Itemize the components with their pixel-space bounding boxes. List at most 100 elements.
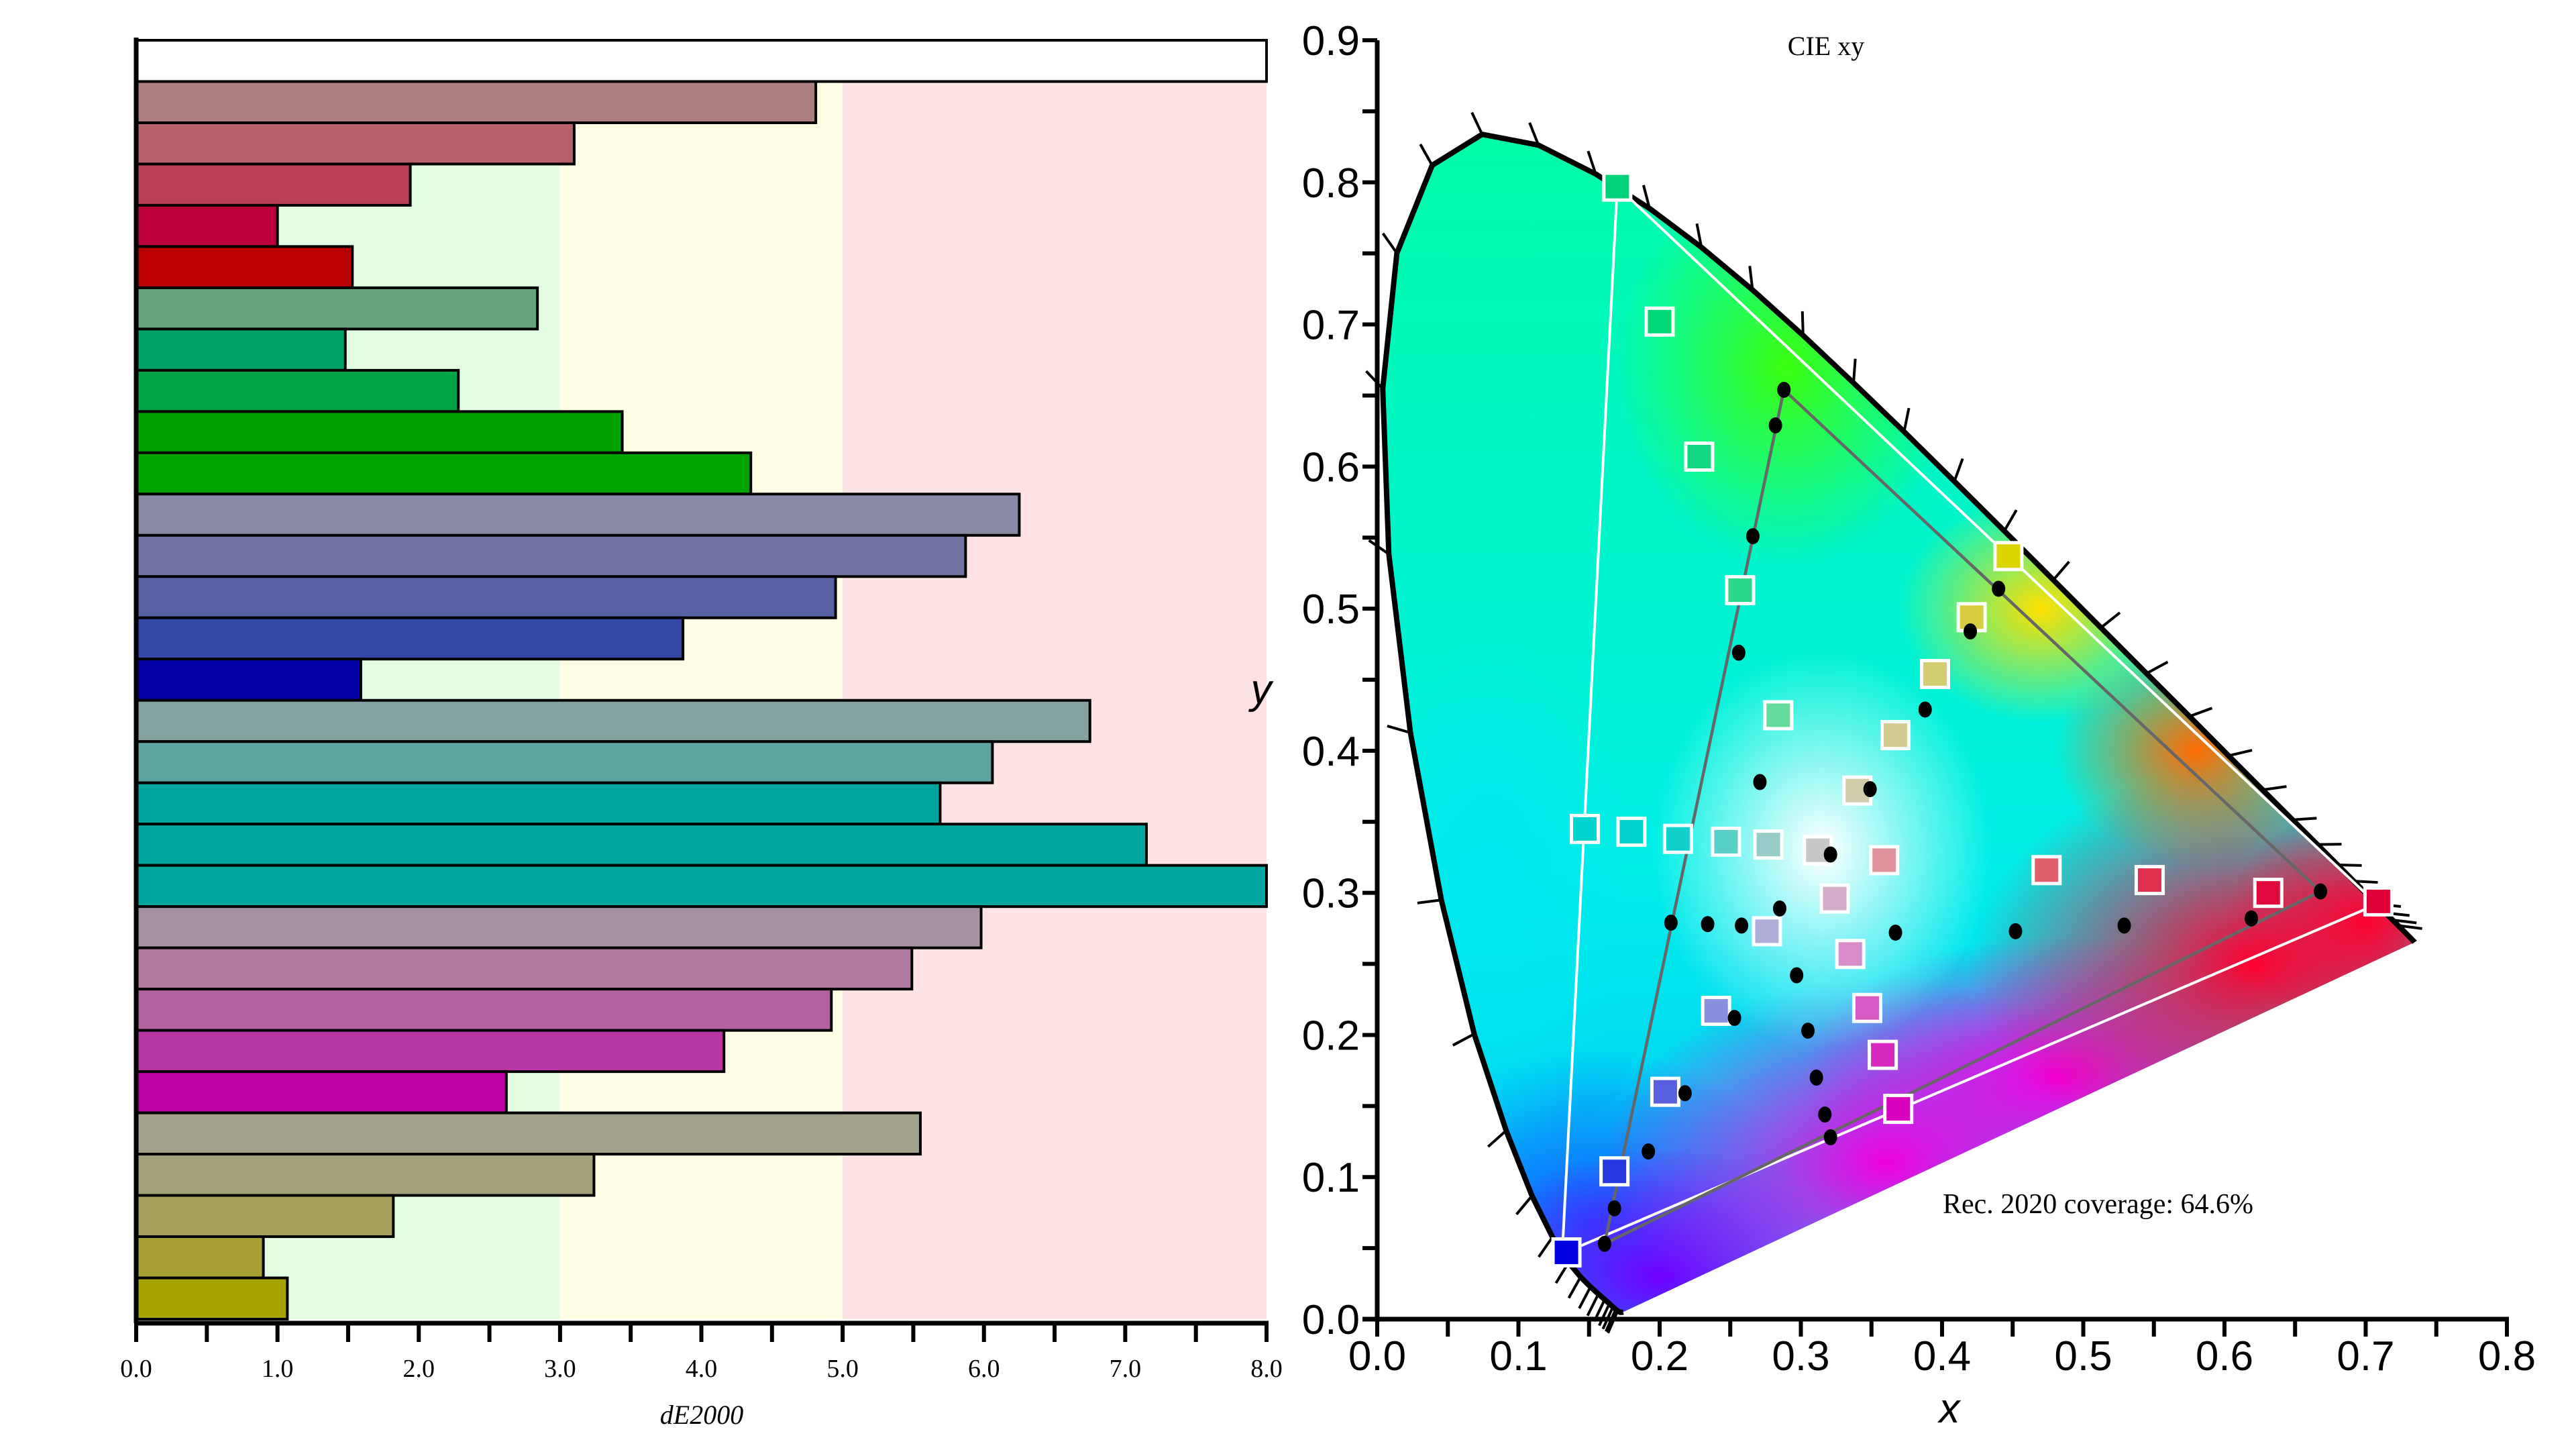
cie-y-tick-label: 0.2 (1302, 1013, 1360, 1059)
cie-x-tick-label: 0.8 (2478, 1333, 2536, 1380)
measured-dot (2008, 923, 2023, 939)
bar (135, 616, 685, 661)
cie-x-tick-label: 0.2 (1631, 1333, 1688, 1380)
measured-gamut-triangle (1602, 386, 2324, 1247)
coverage-annotation: Rec. 2020 coverage: 64.6% (1943, 1189, 2253, 1220)
locus-tick (1528, 122, 1540, 146)
bar (135, 988, 833, 1032)
measured-dot (1801, 1023, 1815, 1039)
locus-tick (2353, 880, 2378, 884)
measured-dot (1727, 1010, 1741, 1027)
locus-tick (2337, 863, 2362, 867)
measured-dot (1607, 1200, 1621, 1216)
target-square (1569, 813, 1600, 844)
bar (135, 823, 1148, 867)
cie-x-tick-label: 0.0 (1348, 1333, 1406, 1380)
target-square (1835, 939, 1866, 970)
locus-tick (2228, 749, 2253, 758)
cie-x-tick-label: 0.6 (2196, 1333, 2253, 1380)
target-square (1711, 826, 1741, 857)
locus-tick (2189, 707, 2213, 718)
target-square (1919, 659, 1950, 690)
bar (135, 493, 1021, 537)
locus-tick (1953, 458, 1964, 482)
target-square (1599, 1156, 1630, 1187)
locus-tick (2262, 785, 2287, 792)
target-square (1551, 1237, 1582, 1267)
cie-x-tick-label: 0.5 (2054, 1333, 2112, 1380)
measured-dot (1664, 915, 1678, 931)
cie-y-axis-label: y (1248, 666, 1275, 713)
cie-y-tick-label: 0.6 (1302, 444, 1360, 490)
locus-tick (1387, 725, 1411, 734)
bar-x-tick-label: 2.0 (403, 1355, 435, 1383)
cie-y-tick-label: 0.8 (1302, 160, 1360, 207)
target-square (1725, 575, 1756, 606)
measured-dot (1753, 774, 1767, 790)
bar (135, 121, 576, 166)
bar (135, 781, 942, 826)
locus-tick (1487, 1129, 1507, 1148)
locus-tick (2392, 919, 2417, 925)
measured-dot (1888, 924, 1902, 941)
locus-tick (1642, 185, 1651, 209)
cie-y-tick-label: 0.3 (1302, 871, 1360, 917)
bar (135, 162, 412, 207)
measured-dot (1701, 916, 1715, 933)
target-square (1701, 995, 1731, 1026)
bar (135, 410, 624, 454)
target-points (1551, 171, 2394, 1267)
measured-points (1597, 381, 2328, 1252)
locus-tick (1381, 232, 1398, 254)
bar (135, 1276, 289, 1320)
measured-dot (2314, 883, 2328, 900)
measured-dot (1863, 781, 1877, 798)
measured-dot (1823, 846, 1837, 863)
locus-tick (1587, 150, 1597, 174)
target-square (2363, 886, 2394, 917)
target-square (1880, 720, 1911, 751)
locus-tick (1902, 407, 1911, 432)
target-square (1993, 541, 2024, 572)
bar (135, 658, 362, 702)
locus-tick (2398, 924, 2422, 930)
measured-dot (1768, 417, 1782, 433)
bar-x-tick-label: 6.0 (968, 1355, 1000, 1383)
target-square (1883, 1094, 1914, 1125)
bar (135, 451, 753, 496)
de2000-bar-chart: 0.0 1.0 2.0 3.0 4.0 5.0 6.0 7.0 8.0 dE2000 (120, 38, 1283, 1430)
bar (135, 39, 1268, 83)
measured-dot (1746, 528, 1760, 545)
cie-x-tick-label: 0.3 (1772, 1333, 1829, 1380)
bar (135, 575, 837, 619)
cie-tick-labels: 0.0 0.1 0.2 0.3 0.4 0.5 0.6 0.7 0.8 0.0 0.1 0.2 0.3 0… (1302, 18, 2536, 1380)
measured-dot (1678, 1085, 1692, 1102)
locus-color-blend (1617, 168, 1957, 566)
bar (135, 80, 818, 124)
locus-tick (1515, 1194, 1534, 1216)
bar (135, 698, 1091, 743)
target-square (1684, 442, 1715, 472)
locus-tick (1470, 111, 1484, 136)
bar-x-tick-label: 0.0 (120, 1355, 152, 1383)
bar (135, 327, 347, 372)
target-square (1819, 883, 1850, 914)
locus-tick (1538, 1236, 1554, 1258)
locus-tick (2145, 660, 2169, 675)
bar-x-tick-label: 4.0 (686, 1355, 718, 1383)
measured-dot (1790, 967, 1804, 984)
bar-axes (133, 38, 1269, 1342)
measured-dot (1597, 1235, 1611, 1252)
bar (135, 286, 539, 331)
locus-tick (1748, 266, 1754, 291)
cie-xy-diagram: 0.0 0.1 0.2 0.3 0.4 0.5 0.6 0.7 0.8 0.0 0.1 0.2 0.3 0… (1248, 18, 2536, 1432)
locus-tick (1567, 1276, 1582, 1299)
target-square (2253, 878, 2284, 909)
locus-tick (2003, 509, 2018, 532)
measured-dot (1818, 1106, 1832, 1123)
target-square (2031, 855, 2062, 886)
locus-tick (1598, 1303, 1611, 1327)
target-square (1602, 171, 1633, 202)
spectral-locus-fill (1383, 134, 2415, 1312)
